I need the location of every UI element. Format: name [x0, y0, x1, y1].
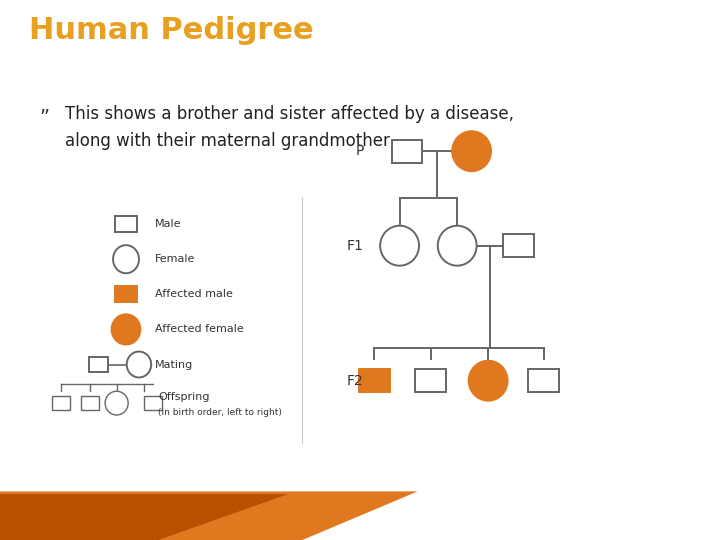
- Bar: [415, 369, 446, 392]
- Ellipse shape: [452, 131, 491, 171]
- Text: P: P: [355, 144, 364, 158]
- Bar: [392, 140, 422, 163]
- Text: F1: F1: [347, 239, 364, 253]
- Bar: [144, 396, 162, 410]
- Bar: [528, 369, 559, 392]
- Text: (in birth order, left to right): (in birth order, left to right): [158, 408, 282, 417]
- Text: Male: Male: [155, 219, 181, 229]
- Polygon shape: [0, 491, 418, 540]
- Ellipse shape: [438, 226, 477, 266]
- Bar: [53, 396, 71, 410]
- Bar: [89, 357, 108, 372]
- Bar: [503, 234, 534, 257]
- Bar: [359, 369, 390, 392]
- Text: Affected male: Affected male: [155, 289, 233, 299]
- Text: Female: Female: [155, 254, 195, 264]
- Bar: [81, 396, 99, 410]
- Ellipse shape: [105, 391, 128, 415]
- Bar: [115, 216, 137, 232]
- Text: Offspring: Offspring: [158, 392, 210, 402]
- Polygon shape: [0, 494, 288, 540]
- Text: Mating: Mating: [155, 360, 193, 369]
- Text: Affected female: Affected female: [155, 325, 243, 334]
- Ellipse shape: [112, 314, 140, 345]
- Text: Human Pedigree: Human Pedigree: [29, 16, 313, 45]
- Ellipse shape: [113, 245, 139, 273]
- Bar: [115, 286, 137, 302]
- Text: F2: F2: [347, 374, 364, 388]
- Text: ”: ”: [40, 108, 50, 127]
- Ellipse shape: [380, 226, 419, 266]
- Ellipse shape: [127, 352, 151, 377]
- Text: This shows a brother and sister affected by a disease,: This shows a brother and sister affected…: [65, 105, 514, 123]
- Ellipse shape: [469, 361, 508, 401]
- Text: along with their maternal grandmother: along with their maternal grandmother: [65, 132, 390, 150]
